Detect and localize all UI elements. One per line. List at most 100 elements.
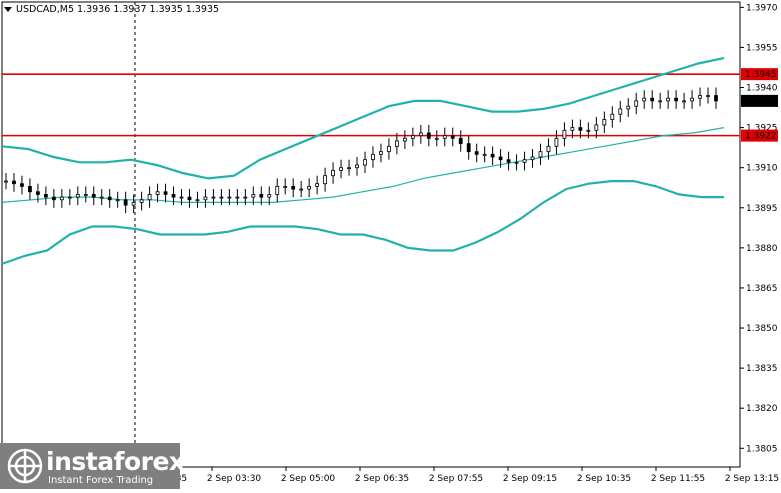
candle-body: [331, 169, 335, 177]
instaforex-logo-icon: [7, 448, 43, 484]
symbol-quote: USDCAD,M5 1.3936 1.3937 1.3935 1.3935: [16, 4, 220, 15]
symbol-header: USDCAD,M5 1.3936 1.3937 1.3935 1.3935: [4, 4, 219, 15]
candle-body: [139, 199, 144, 203]
candle-body: [602, 119, 607, 126]
candle-body: [227, 196, 232, 199]
y-tick-label: 1.3895: [746, 204, 778, 214]
candle-body: [538, 151, 543, 158]
candle-body: [243, 196, 248, 199]
plot-frame: [1, 1, 741, 468]
candle-body: [594, 124, 599, 131]
candle-body: [650, 97, 655, 102]
candle-body: [323, 175, 328, 185]
candle-body: [706, 95, 710, 97]
y-tick-label: 1.3910: [746, 164, 778, 174]
candle-body: [131, 202, 136, 206]
candle-body: [490, 153, 495, 158]
candle-body: [83, 194, 88, 196]
candle-body: [682, 100, 686, 103]
x-tick-label: 2 Sep 13:15: [725, 474, 779, 484]
candle-body: [698, 95, 702, 99]
candle-body: [522, 159, 527, 163]
candle-body: [59, 196, 64, 201]
candle-body: [219, 196, 224, 199]
candle-body: [554, 137, 559, 147]
y-tick-label: 1.3925: [746, 124, 778, 134]
candle-body: [642, 97, 647, 102]
candle-body: [12, 180, 16, 185]
candle-body: [474, 151, 479, 155]
x-tick-label: 2 Sep 10:35: [577, 474, 631, 484]
dropdown-triangle-icon[interactable]: [4, 7, 12, 12]
candle-body: [267, 194, 272, 198]
candle-body: [275, 185, 280, 195]
candle-body: [99, 196, 104, 199]
candle-body: [67, 196, 72, 199]
candle-body: [514, 161, 519, 164]
candle-body: [347, 167, 351, 170]
candle-body: [506, 159, 511, 163]
candle-body: [291, 185, 296, 190]
candle-body: [570, 127, 575, 131]
candle-body: [115, 199, 120, 202]
upper-band: [1, 57, 725, 180]
current-price-label: 1.3935: [745, 97, 777, 107]
candle-body: [179, 196, 184, 199]
candle-body: [4, 180, 8, 183]
candle-body: [307, 185, 312, 190]
candle-body: [458, 137, 463, 145]
x-tick-label: 2 Sep 03:30: [207, 474, 262, 484]
candle-body: [674, 97, 679, 102]
level-label-bg: [741, 68, 778, 81]
candle-body: [211, 196, 216, 199]
candle-body: [20, 183, 24, 187]
current-price-bg: [741, 94, 778, 107]
candle-body: [371, 153, 375, 161]
y-tick-label: 1.3880: [746, 244, 778, 254]
candle-body: [586, 129, 591, 132]
candle-body: [147, 194, 152, 201]
candle-body: [163, 191, 168, 195]
x-tick-label: 2 Sep 11:55: [651, 474, 705, 484]
candle-body: [442, 135, 447, 139]
candle-body: [171, 194, 176, 198]
y-tick-label: 1.3865: [746, 284, 778, 294]
candle-body: [36, 191, 40, 195]
candle-body: [410, 135, 415, 139]
candle-body: [626, 105, 631, 110]
candle-body: [355, 164, 359, 169]
candle-body: [714, 95, 718, 102]
x-tick-label: 2 Sep 07:55: [429, 474, 483, 484]
candle-body: [482, 153, 487, 156]
candle-body: [203, 196, 208, 201]
candle-body: [546, 145, 551, 153]
candle-body: [299, 188, 304, 191]
candle-body: [618, 108, 623, 115]
x-tick-label: 2 Sep 06:35: [355, 474, 409, 484]
y-tick-label: 1.3955: [746, 43, 778, 53]
middle-band: [1, 127, 725, 203]
y-tick-label: 1.3835: [746, 364, 778, 374]
candle-body: [434, 137, 439, 140]
level-label-bg: [741, 129, 778, 142]
candle-body: [28, 185, 32, 193]
y-tick-label: 1.3940: [746, 84, 778, 94]
candle-body: [402, 137, 407, 142]
candle-body: [634, 100, 639, 107]
candle-body: [43, 194, 48, 198]
candle-body: [466, 143, 471, 153]
instaforex-watermark: instaforex Instant Forex Trading: [0, 443, 185, 489]
x-tick-label: 2 Sep 09:15: [503, 474, 557, 484]
candle-body: [75, 194, 80, 198]
watermark-tagline: Instant Forex Trading: [48, 475, 154, 486]
watermark-brand: instaforex: [46, 447, 185, 476]
candle-body: [578, 127, 583, 131]
candle-body: [51, 196, 56, 201]
candle-body: [394, 140, 399, 147]
candle-body: [251, 194, 256, 198]
x-tick-label: 2 Sep 05:00: [281, 474, 336, 484]
y-tick-label: 1.3970: [746, 3, 778, 13]
candle-body: [666, 97, 671, 102]
